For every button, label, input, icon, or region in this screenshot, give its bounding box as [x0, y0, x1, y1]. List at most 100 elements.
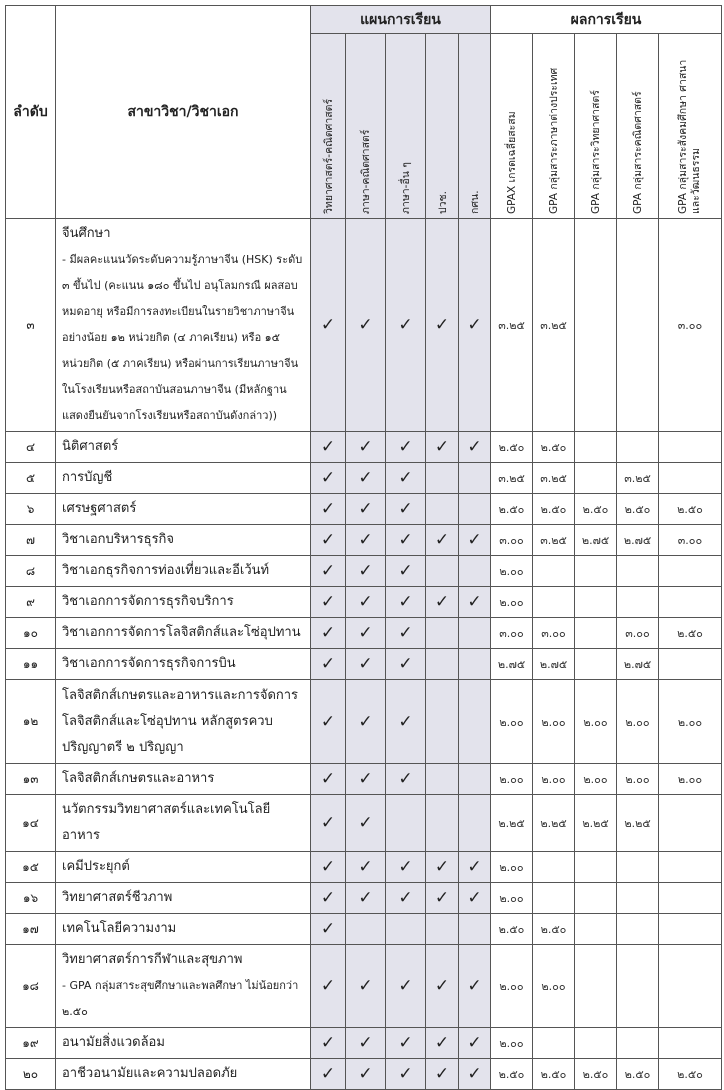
gpa-cell: ๒.๒๕ [532, 794, 576, 852]
plan-cell: ✓ [425, 882, 459, 914]
plan-cell: ✓ [457, 1027, 492, 1059]
check-icon: ✓ [358, 888, 373, 908]
subject-title: นิติศาสตร์ [62, 439, 119, 454]
check-icon: ✓ [358, 561, 373, 581]
plan-cell: ✓ [345, 851, 386, 883]
plan-cell: ✓ [310, 882, 346, 914]
plan-cell: ✓ [345, 218, 386, 432]
gpa-cell: ๒.๗๕ [574, 524, 618, 556]
plan-cell: ✓ [345, 524, 386, 556]
header-result: GPAX เกรดเฉลี่ยสะสม [490, 33, 534, 219]
plan-cell: ✓ [345, 1027, 386, 1059]
plan-cell: ✓ [457, 524, 492, 556]
gpa-cell [574, 218, 618, 432]
plan-cell: ✓ [457, 1058, 492, 1090]
table-row: ๑๙ อนามัยสิ่งแวดล้อม ✓ ✓ ✓ ✓ ✓ ๒.๐๐ [5, 1027, 723, 1059]
row-number: ๑๐ [5, 617, 56, 649]
check-icon: ✓ [358, 437, 373, 457]
check-icon: ✓ [320, 592, 336, 612]
gpa-cell [658, 431, 723, 463]
gpa-cell: ๒.๐๐ [490, 679, 534, 764]
header-plan-label: ภาษา-อื่น ๆ [400, 162, 412, 214]
gpa-cell: ๓.๐๐ [532, 617, 576, 649]
subject-cell: วิชาเอกธุรกิจการท่องเที่ยวและอีเว้นท์ [55, 555, 311, 587]
header-result: GPA กลุ่มสาระคณิตศาสตร์ [616, 33, 660, 219]
plan-cell [425, 648, 459, 680]
gpa-cell: ๓.๒๕ [532, 218, 576, 432]
check-icon: ✓ [398, 315, 413, 335]
row-number: ๙ [5, 586, 56, 618]
gpa-cell: ๓.๐๐ [658, 524, 723, 556]
gpa-cell: ๒.๗๕ [490, 648, 534, 680]
table-row: ๑๖ วิทยาศาสตร์ชีวภาพ ✓ ✓ ✓ ✓ ✓ ๒.๐๐ [5, 882, 723, 914]
row-number: ๘ [5, 555, 56, 587]
check-icon: ✓ [358, 654, 373, 674]
row-number: ๗ [5, 524, 56, 556]
gpa-cell: ๓.๐๐ [490, 524, 534, 556]
plan-cell: ✓ [345, 794, 386, 852]
plan-cell: ✓ [310, 648, 346, 680]
check-icon: ✓ [467, 530, 482, 550]
plan-cell: ✓ [457, 882, 492, 914]
table-row: ๙ วิชาเอกการจัดการธุรกิจบริการ ✓ ✓ ✓ ✓ ✓ ๒.๐๐ [5, 586, 723, 618]
gpa-cell: ๓.๒๕ [616, 462, 660, 494]
header-plan-label: ภาษา-คณิตศาสตร์ [360, 129, 372, 214]
check-icon: ✓ [467, 976, 482, 996]
subject-cell: นวัตกรรมวิทยาศาสตร์และเทคโนโลยีอาหาร [55, 794, 311, 852]
plan-cell: ✓ [345, 763, 386, 795]
subject-title: วิทยาศาสตร์ชีวภาพ [62, 890, 173, 905]
check-icon: ✓ [467, 437, 482, 457]
header-result-label: GPA กลุ่มสาระสังคมศึกษา ศาสนา และวัฒนธรร… [677, 59, 703, 214]
subject-title: วิชาเอกบริหารธุรกิจ [62, 532, 175, 547]
plan-cell [457, 763, 492, 795]
row-number: ๑๕ [5, 851, 56, 883]
plan-cell [457, 555, 492, 587]
check-icon: ✓ [320, 1033, 336, 1053]
subject-title: นวัตกรรมวิทยาศาสตร์และเทคโนโลยีอาหาร [62, 802, 271, 843]
check-icon: ✓ [320, 711, 336, 732]
gpa-cell [658, 1027, 723, 1059]
subject-cell: วิชาเอกการจัดการธุรกิจการบิน [55, 648, 311, 680]
row-number: ๑๔ [5, 794, 56, 852]
gpa-cell: ๒.๗๕ [532, 648, 576, 680]
row-number: ๒๐ [5, 1058, 56, 1090]
check-icon: ✓ [398, 437, 413, 457]
gpa-cell [574, 462, 618, 494]
row-number: ๑๓ [5, 763, 56, 795]
plan-cell: ✓ [385, 524, 426, 556]
plan-cell: ✓ [385, 944, 426, 1028]
gpa-cell [574, 648, 618, 680]
plan-cell: ✓ [385, 1027, 426, 1059]
plan-cell [457, 913, 492, 945]
gpa-cell: ๓.๒๕ [490, 218, 534, 432]
plan-cell [345, 913, 386, 945]
subject-note: - GPA กลุ่มสาระสุขศึกษาและพลศึกษา ไม่น้อ… [62, 979, 299, 1018]
plan-cell: ✓ [457, 944, 492, 1028]
subject-title: โลจิสติกส์เกษตรและอาหารและการจัดการโลจิส… [62, 687, 299, 755]
gpa-cell [574, 944, 618, 1028]
check-icon: ✓ [358, 592, 373, 612]
check-icon: ✓ [398, 561, 413, 581]
subject-title: วิชาเอกธุรกิจการท่องเที่ยวและอีเว้นท์ [62, 563, 270, 578]
plan-cell: ✓ [310, 1058, 346, 1090]
gpa-cell [532, 851, 576, 883]
check-icon: ✓ [320, 561, 336, 581]
check-icon: ✓ [434, 1064, 450, 1084]
table-row: ๑๒ โลจิสติกส์เกษตรและอาหารและการจัดการโลจ… [5, 679, 723, 764]
table-row: ๔ นิติศาสตร์ ✓ ✓ ✓ ✓ ✓ ๒.๕๐ ๒.๕๐ [5, 431, 723, 463]
subject-title: วิทยาศาสตร์การกีฬาและสุขภาพ [62, 952, 243, 967]
row-number: ๑๑ [5, 648, 56, 680]
plan-cell [425, 493, 459, 525]
check-icon: ✓ [398, 888, 413, 908]
header-plan: กศน. [457, 33, 492, 219]
plan-cell: ✓ [345, 1058, 386, 1090]
check-icon: ✓ [398, 592, 413, 612]
plan-cell [425, 462, 459, 494]
subject-title: เทคโนโลยีความงาม [62, 921, 177, 936]
plan-cell [425, 679, 459, 764]
gpa-cell: ๒.๕๐ [616, 493, 660, 525]
plan-cell: ✓ [345, 617, 386, 649]
plan-cell: ✓ [345, 462, 386, 494]
plan-cell: ✓ [310, 617, 346, 649]
check-icon: ✓ [467, 857, 482, 877]
